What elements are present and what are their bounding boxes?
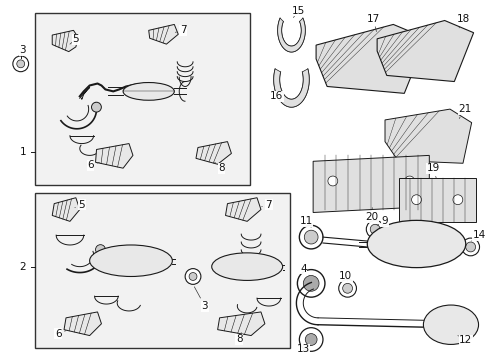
Ellipse shape bbox=[305, 334, 316, 345]
Polygon shape bbox=[225, 198, 261, 221]
Polygon shape bbox=[315, 24, 426, 93]
Polygon shape bbox=[52, 198, 80, 221]
Bar bbox=[398, 178, 475, 222]
Text: 4: 4 bbox=[299, 264, 308, 275]
Text: 21: 21 bbox=[457, 104, 470, 118]
Ellipse shape bbox=[304, 230, 317, 244]
Text: 20: 20 bbox=[365, 208, 378, 222]
Text: 2: 2 bbox=[20, 262, 26, 272]
Text: 18: 18 bbox=[456, 14, 469, 28]
Polygon shape bbox=[95, 144, 133, 168]
Polygon shape bbox=[273, 69, 308, 107]
Ellipse shape bbox=[297, 270, 325, 297]
Text: 7: 7 bbox=[175, 25, 186, 35]
Text: 3: 3 bbox=[20, 45, 26, 55]
Ellipse shape bbox=[89, 245, 172, 276]
Text: 8: 8 bbox=[214, 162, 224, 173]
Ellipse shape bbox=[299, 328, 322, 351]
Text: 10: 10 bbox=[338, 271, 351, 282]
Text: 19: 19 bbox=[426, 163, 439, 178]
Polygon shape bbox=[217, 312, 264, 336]
Text: 15: 15 bbox=[291, 6, 305, 18]
Text: 14: 14 bbox=[471, 230, 485, 241]
Text: 17: 17 bbox=[366, 14, 379, 32]
Polygon shape bbox=[148, 24, 178, 44]
Polygon shape bbox=[376, 21, 473, 82]
Polygon shape bbox=[52, 30, 78, 51]
Ellipse shape bbox=[465, 242, 475, 252]
Ellipse shape bbox=[423, 305, 478, 345]
Polygon shape bbox=[277, 18, 305, 52]
Polygon shape bbox=[64, 312, 101, 336]
Ellipse shape bbox=[17, 60, 24, 68]
Ellipse shape bbox=[299, 225, 322, 249]
Ellipse shape bbox=[338, 279, 356, 297]
Ellipse shape bbox=[189, 273, 197, 280]
Text: 9: 9 bbox=[376, 216, 387, 226]
Ellipse shape bbox=[366, 220, 383, 238]
Bar bbox=[36, 193, 289, 348]
Text: 13: 13 bbox=[296, 345, 310, 354]
Text: 1: 1 bbox=[20, 148, 26, 157]
Polygon shape bbox=[312, 156, 428, 212]
Ellipse shape bbox=[366, 220, 465, 267]
Text: 11: 11 bbox=[299, 216, 312, 227]
Ellipse shape bbox=[452, 195, 462, 204]
Ellipse shape bbox=[411, 195, 421, 204]
Text: 5: 5 bbox=[70, 34, 79, 44]
Text: 5: 5 bbox=[75, 199, 85, 210]
Text: 7: 7 bbox=[261, 199, 272, 210]
Bar bbox=[36, 13, 249, 185]
Polygon shape bbox=[384, 109, 471, 163]
Text: 6: 6 bbox=[55, 329, 66, 339]
Ellipse shape bbox=[91, 102, 101, 112]
Ellipse shape bbox=[95, 245, 105, 255]
Ellipse shape bbox=[211, 253, 282, 280]
Ellipse shape bbox=[342, 283, 352, 293]
Ellipse shape bbox=[185, 269, 201, 284]
Text: 6: 6 bbox=[87, 160, 99, 170]
Ellipse shape bbox=[404, 176, 414, 186]
Text: 8: 8 bbox=[236, 333, 242, 345]
Ellipse shape bbox=[369, 224, 379, 234]
Ellipse shape bbox=[461, 238, 479, 256]
Ellipse shape bbox=[303, 275, 318, 291]
Ellipse shape bbox=[123, 82, 174, 100]
Ellipse shape bbox=[327, 176, 337, 186]
Text: 16: 16 bbox=[269, 91, 283, 101]
Polygon shape bbox=[196, 141, 231, 164]
Text: 12: 12 bbox=[457, 336, 471, 346]
Text: 3: 3 bbox=[194, 287, 208, 311]
Ellipse shape bbox=[13, 56, 28, 72]
